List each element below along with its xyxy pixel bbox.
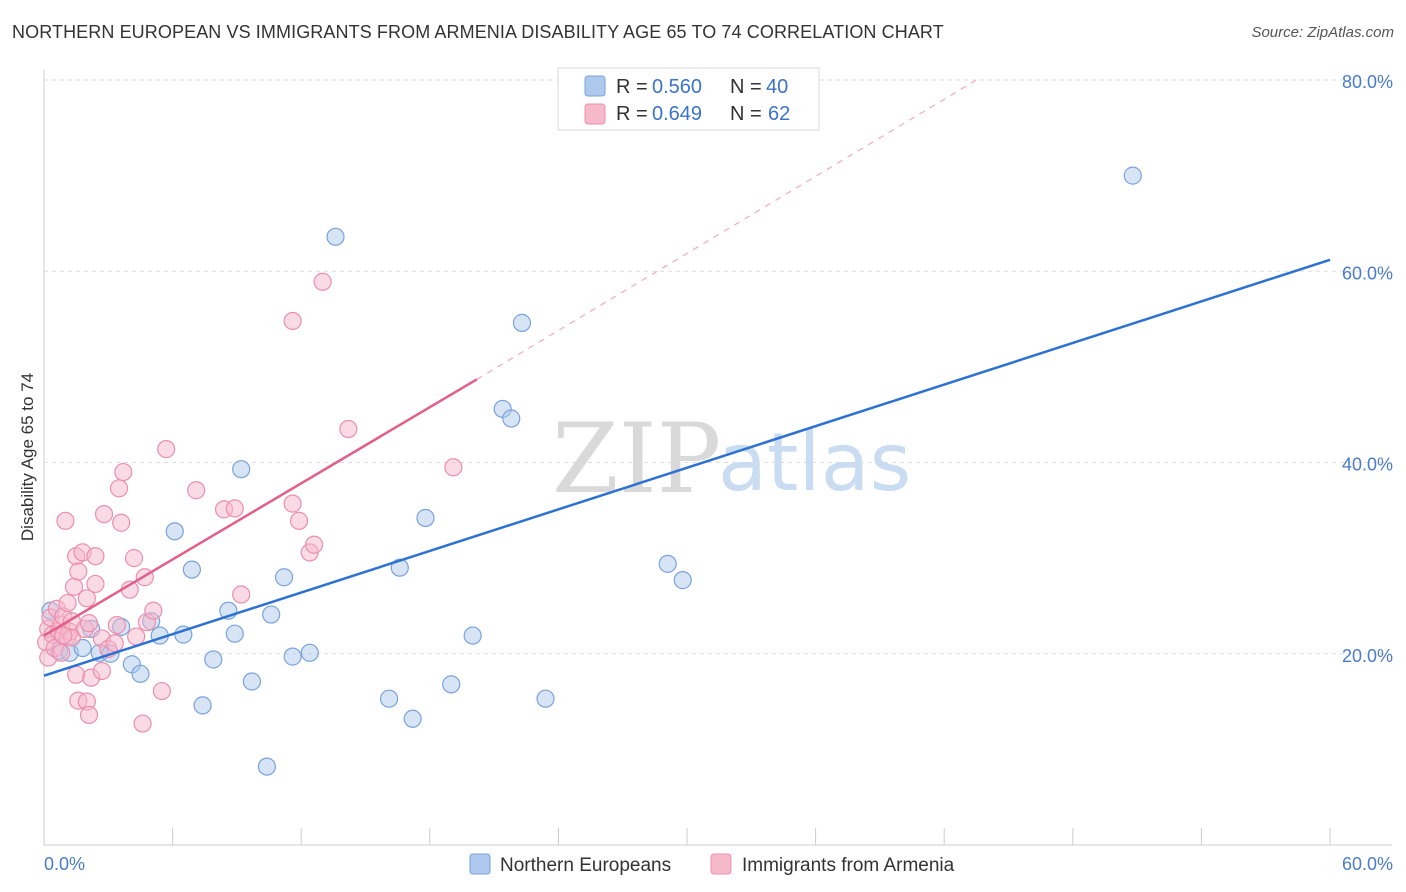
point-immigrants-armenia [86,547,105,566]
source-label: Source: ZipAtlas.com [1251,24,1394,41]
point-northern-europeans [300,643,319,662]
legend-swatch-blue [584,75,606,97]
point-northern-europeans [257,757,277,776]
point-immigrants-armenia [304,535,324,554]
point-immigrants-armenia [144,601,163,620]
point-immigrants-armenia [79,705,99,725]
point-immigrants-armenia [92,661,111,681]
y-tick-label-60: 60.0% [1342,263,1393,283]
trendline-immigrants-armenia-extension [476,79,977,380]
legend-n-value-blue: 40 [766,76,788,98]
point-immigrants-armenia [124,549,144,568]
point-northern-europeans [165,522,184,541]
point-northern-europeans [416,508,435,528]
legend-swatch-pink [584,103,606,125]
bottom-legend: Northern Europeans Immigrants from Armen… [469,853,955,876]
point-immigrants-armenia [112,513,131,532]
point-northern-europeans [182,560,201,579]
point-immigrants-armenia [77,589,96,608]
point-immigrants-armenia [105,634,124,653]
legend-n-label-pink: N = [730,103,762,125]
point-northern-europeans [283,647,302,666]
trend-lines [43,79,1331,677]
bottom-legend-swatch-pink [710,853,732,875]
point-immigrants-armenia [86,574,105,594]
point-northern-europeans [512,313,532,332]
y-tick-label-40: 40.0% [1342,455,1393,475]
point-northern-europeans [193,696,212,715]
y-tick-label-20: 20.0% [1342,646,1393,666]
point-immigrants-armenia [133,714,152,733]
point-immigrants-armenia [283,494,302,513]
legend-r-value-blue: 0.560 [652,76,702,98]
x-tick-label-min: 0.0% [44,854,85,874]
trendline-immigrants-armenia [43,378,478,637]
watermark-atlas: atlas [718,416,911,509]
y-tick-labels: 20.0% 40.0% 60.0% 80.0% [1342,72,1393,666]
point-northern-europeans [262,605,281,624]
point-immigrants-armenia [339,419,358,439]
watermark-zip: ZIP [552,403,721,515]
chart-title: NORTHERN EUROPEAN VS IMMIGRANTS FROM ARM… [12,22,944,42]
point-immigrants-armenia [67,665,86,684]
point-northern-europeans [379,689,399,708]
point-immigrants-armenia [94,505,114,524]
point-immigrants-armenia [157,440,176,459]
bottom-legend-label-blue: Northern Europeans [500,855,671,876]
point-northern-europeans [658,554,677,573]
legend-r-value-pink: 0.649 [652,103,702,125]
point-immigrants-armenia [225,499,244,518]
point-immigrants-armenia [289,511,309,530]
point-northern-europeans [204,650,223,669]
legend-r-label-blue: R = [616,76,648,98]
point-immigrants-armenia [283,311,302,331]
point-immigrants-armenia [127,627,146,646]
bottom-legend-swatch-blue [469,853,491,875]
point-immigrants-armenia [187,481,206,500]
point-northern-europeans [673,571,692,590]
point-immigrants-armenia [114,462,133,482]
point-immigrants-armenia [52,643,71,662]
point-immigrants-armenia [232,585,251,604]
point-northern-europeans [403,709,422,728]
x-tick-label-max: 60.0% [1342,854,1393,874]
legend-n-label-blue: N = [730,76,762,98]
point-northern-europeans [131,664,150,683]
point-northern-europeans [390,558,409,577]
point-immigrants-armenia [54,626,73,645]
point-northern-europeans [442,675,461,694]
point-northern-europeans [274,568,294,587]
point-northern-europeans [463,626,482,645]
y-axis-label: Disability Age 65 to 74 [18,373,37,541]
point-northern-europeans [536,689,555,708]
point-northern-europeans [326,227,345,246]
point-immigrants-armenia [444,458,463,477]
point-northern-europeans [225,624,244,643]
legend-n-value-pink: 62 [768,103,790,125]
point-immigrants-armenia [152,681,171,701]
point-immigrants-armenia [107,615,126,635]
point-northern-europeans [1123,166,1142,185]
trendline-northern-europeans [43,258,1331,677]
point-immigrants-armenia [56,511,75,530]
point-northern-europeans [242,672,262,691]
y-tick-label-80: 80.0% [1342,72,1393,92]
grid-lines [44,79,1392,655]
point-immigrants-armenia [109,479,129,498]
top-legend: R = 0.560 N = 40 R = 0.649 N = 62 [557,67,820,131]
legend-r-label-pink: R = [616,103,648,125]
bottom-legend-label-pink: Immigrants from Armenia [742,855,955,876]
x-tick-marks [43,828,1331,845]
point-immigrants-armenia [69,562,88,581]
point-northern-europeans [232,460,251,479]
point-northern-europeans [502,409,521,428]
point-immigrants-armenia [58,593,77,613]
point-immigrants-armenia [313,272,332,291]
point-immigrants-armenia [79,614,99,633]
series-immigrants-armenia [37,272,463,733]
